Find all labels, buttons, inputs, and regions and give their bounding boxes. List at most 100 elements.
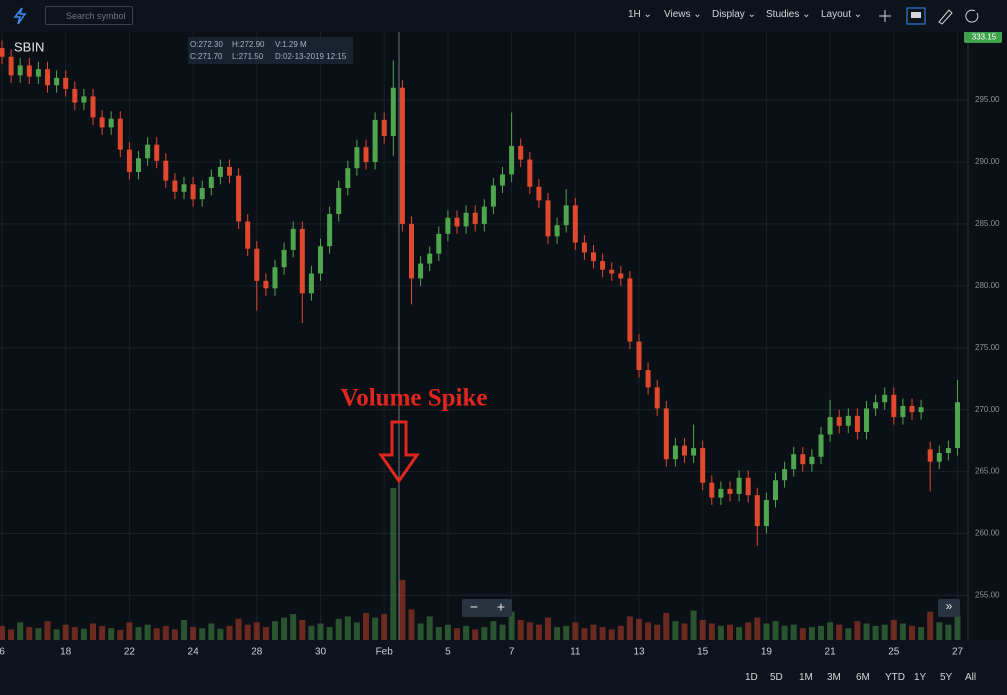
candle-body bbox=[854, 415, 860, 432]
candle-body bbox=[827, 417, 833, 435]
candle-body bbox=[636, 341, 642, 371]
candle-body bbox=[363, 147, 369, 163]
candle-body bbox=[63, 77, 69, 89]
volume-bar bbox=[508, 611, 515, 640]
range-button[interactable]: 5D bbox=[770, 672, 783, 683]
price-tag-text: 333.15 bbox=[972, 33, 997, 42]
candle-body bbox=[936, 453, 942, 462]
volume-bar bbox=[736, 627, 743, 640]
candle-body bbox=[500, 174, 505, 186]
volume-bar bbox=[117, 629, 124, 640]
menu[interactable]: Views ⌄ bbox=[664, 9, 702, 20]
x-tick-label: 7 bbox=[509, 647, 515, 658]
range-button[interactable]: 5Y bbox=[940, 672, 953, 683]
menu[interactable]: Studies ⌄ bbox=[766, 9, 811, 20]
volume-bar bbox=[126, 622, 133, 640]
annotation-arrow bbox=[378, 420, 420, 484]
volume-bar bbox=[572, 622, 579, 640]
candle-body bbox=[45, 69, 50, 86]
candle-body bbox=[845, 415, 851, 426]
candle-body bbox=[26, 65, 32, 77]
range-button[interactable]: 1D bbox=[745, 672, 758, 683]
candle-body bbox=[0, 48, 5, 57]
volume-bar bbox=[499, 624, 506, 640]
volume-bar bbox=[335, 618, 342, 640]
scroll-end[interactable] bbox=[938, 599, 960, 617]
volume-bar bbox=[854, 621, 861, 640]
candle-body bbox=[654, 387, 660, 409]
volume-bar bbox=[8, 629, 15, 640]
search[interactable]: Search symbol bbox=[45, 6, 133, 25]
menu[interactable]: 1H ⌄ bbox=[628, 9, 652, 20]
volume-bar bbox=[199, 628, 206, 640]
volume-bar bbox=[108, 628, 115, 640]
range-button[interactable]: 3M bbox=[827, 672, 841, 683]
volume-bar bbox=[363, 612, 369, 640]
candle-body bbox=[136, 158, 141, 172]
candle-body bbox=[399, 87, 405, 224]
volume-bar bbox=[881, 624, 888, 640]
candle-body bbox=[272, 267, 278, 289]
logo[interactable] bbox=[10, 6, 30, 26]
x-tick-label: 25 bbox=[888, 647, 900, 658]
candle-body bbox=[718, 488, 724, 498]
candle-body bbox=[263, 280, 269, 289]
volume-bar bbox=[472, 629, 479, 640]
volume-bar bbox=[781, 625, 788, 640]
range-button[interactable]: YTD bbox=[885, 672, 905, 683]
price-tag bbox=[964, 31, 1002, 43]
menu[interactable]: Layout ⌄ bbox=[821, 9, 863, 20]
zoom-control[interactable] bbox=[462, 599, 512, 617]
candle-body bbox=[345, 168, 351, 189]
candle-body bbox=[154, 144, 160, 161]
candle-body bbox=[381, 119, 387, 137]
zoom-out[interactable]: − bbox=[470, 599, 478, 615]
volume-bar bbox=[308, 625, 315, 640]
candle-body bbox=[126, 149, 132, 172]
candle-body bbox=[472, 212, 478, 224]
volume-bar bbox=[99, 625, 106, 640]
volume-bar bbox=[727, 624, 733, 640]
candle-body bbox=[545, 200, 551, 237]
volume-bar bbox=[608, 629, 615, 640]
candle-body bbox=[627, 278, 633, 342]
volume-bar bbox=[490, 621, 497, 640]
range-button[interactable]: All bbox=[965, 672, 977, 683]
candle-body bbox=[418, 263, 424, 279]
candle-body bbox=[645, 370, 651, 388]
volume-bar bbox=[918, 627, 925, 640]
volume-bar bbox=[281, 617, 288, 640]
candle-body bbox=[445, 217, 451, 234]
candle-body bbox=[618, 273, 624, 279]
volume-bar bbox=[827, 622, 834, 640]
menu[interactable]: Display ⌄ bbox=[712, 9, 756, 20]
range-button[interactable]: 1Y bbox=[914, 672, 927, 683]
candle-body bbox=[208, 176, 214, 189]
volume-bar bbox=[0, 625, 5, 640]
volume-bar bbox=[936, 622, 943, 640]
candle-body bbox=[700, 448, 706, 483]
volume-bar bbox=[681, 623, 688, 640]
zoom-in[interactable]: + bbox=[497, 599, 505, 615]
candle-body bbox=[427, 253, 433, 264]
volume-bar bbox=[590, 624, 597, 640]
symbol: SBIN bbox=[14, 39, 44, 54]
candle-body bbox=[108, 118, 114, 128]
candle-body bbox=[782, 469, 788, 481]
tool-icons[interactable] bbox=[875, 0, 995, 32]
candle-body bbox=[54, 77, 60, 86]
y-tick-label: 255.00 bbox=[975, 591, 1000, 600]
volume-bar bbox=[763, 623, 770, 640]
candle-body bbox=[17, 65, 23, 76]
volume-bar bbox=[645, 622, 652, 640]
x-tick-label: 13 bbox=[633, 647, 645, 658]
range-button[interactable]: 6M bbox=[856, 672, 870, 683]
volume-bar bbox=[790, 624, 797, 640]
candle-body bbox=[927, 449, 933, 462]
candle-body bbox=[299, 228, 305, 294]
x-tick-label: 15 bbox=[697, 647, 709, 658]
candle-body bbox=[327, 214, 333, 247]
volume-bar bbox=[672, 621, 679, 640]
range-button[interactable]: 1M bbox=[799, 672, 813, 683]
